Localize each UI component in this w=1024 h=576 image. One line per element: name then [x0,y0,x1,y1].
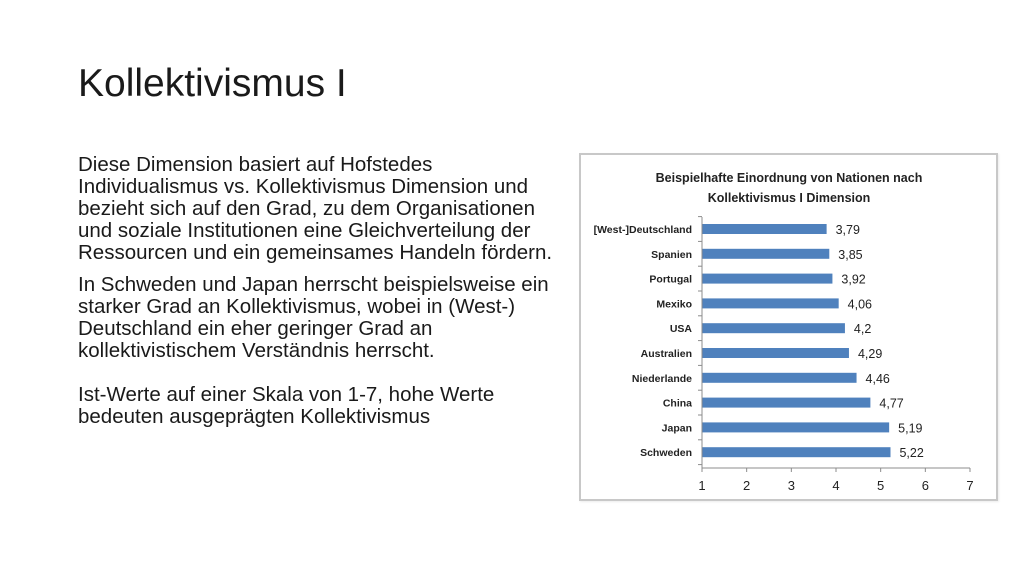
x-tick-label: 7 [966,478,973,493]
slide-title: Kollektivismus I [78,62,347,105]
bar-9 [702,447,891,458]
bar-6 [702,372,857,383]
x-tick-label: 2 [743,478,750,493]
value-label: 3,92 [841,273,865,287]
value-label: 4,29 [858,347,882,361]
bar-3 [702,298,839,309]
category-label: [West-]Deutschland [594,224,692,236]
bar-1 [702,248,830,259]
category-label: Spanien [651,249,692,261]
x-tick-label: 6 [922,478,929,493]
category-label: Niederlande [632,373,692,385]
chart-svg: Beispielhafte Einordnung von Nationen na… [594,171,974,493]
value-label: 3,85 [838,248,862,262]
bar-7 [702,397,871,408]
x-tick-label: 1 [698,478,705,493]
x-tick-label: 3 [788,478,795,493]
value-label: 4,2 [854,322,871,336]
paragraph-scale: Ist-Werte auf einer Skala von 1-7, hohe … [78,383,495,428]
category-label: Australien [641,348,692,360]
value-label: 4,06 [848,297,872,311]
value-label: 4,46 [866,372,890,386]
chart-title-line: Kollektivismus I Dimension [708,191,871,205]
category-label: Schweden [640,447,692,459]
bar-chart: Beispielhafte Einordnung von Nationen na… [579,153,998,501]
category-label: Portugal [649,274,692,286]
bar-2 [702,273,833,284]
value-label: 4,77 [879,397,903,411]
category-label: Mexiko [656,298,692,310]
body-text: Diese Dimension basiert auf Hofstedes In… [78,154,568,438]
x-tick-label: 4 [832,478,839,493]
bar-8 [702,422,890,433]
value-label: 3,79 [836,223,860,237]
value-label: 5,22 [899,446,923,460]
value-label: 5,19 [898,421,922,435]
bar-0 [702,224,827,234]
bar-5 [702,348,849,358]
paragraph-example: In Schweden und Japan herrscht beispiels… [78,273,549,362]
x-tick-label: 5 [877,478,884,493]
category-label: Japan [662,422,692,434]
category-label: China [663,398,692,410]
category-label: USA [670,323,693,335]
paragraph-dimension: Diese Dimension basiert auf Hofstedes In… [78,153,553,264]
bar-4 [702,323,845,334]
chart-title-line: Beispielhafte Einordnung von Nationen na… [656,171,923,185]
